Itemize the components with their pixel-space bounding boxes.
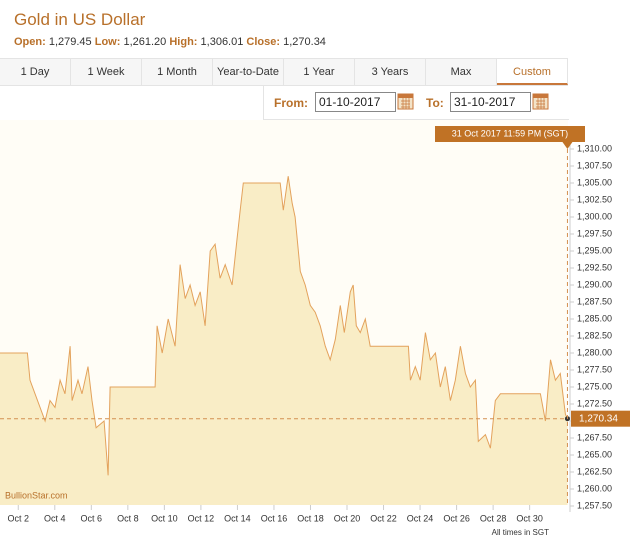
y-tick-label: 1,257.50 — [577, 500, 612, 510]
to-label: To: — [426, 96, 444, 110]
tab[interactable]: Max — [426, 59, 497, 85]
stat-value: 1,261.20 — [123, 36, 167, 48]
y-tick-label: 1,262.50 — [577, 466, 612, 476]
x-tick-label: Oct 20 — [334, 513, 361, 523]
y-tick-label: 1,265.00 — [577, 449, 612, 459]
y-tick-label: 1,310.00 — [577, 143, 612, 153]
y-tick-label: 1,277.50 — [577, 364, 612, 374]
stats: Open: 1,279.45 Low: 1,261.20 High: 1,306… — [14, 36, 326, 48]
y-tick-label: 1,267.50 — [577, 432, 612, 442]
stat-value: 1,306.01 — [200, 36, 244, 48]
x-tick-label: Oct 16 — [261, 513, 288, 523]
crosshair-label: 31 Oct 2017 11:59 PM (SGT) — [452, 128, 568, 138]
y-tick-label: 1,290.00 — [577, 279, 612, 289]
tab[interactable]: Year-to-Date — [213, 59, 284, 85]
y-tick-label: 1,302.50 — [577, 194, 612, 204]
x-tick-label: Oct 2 — [8, 513, 30, 523]
stat-value: 1,270.34 — [283, 36, 326, 48]
x-tick-label: Oct 24 — [407, 513, 434, 523]
x-tick-label: Oct 10 — [151, 513, 178, 523]
y-tick-label: 1,307.50 — [577, 160, 612, 170]
y-tick-label: 1,260.00 — [577, 483, 612, 493]
close-box — [571, 410, 630, 427]
x-tick-label: Oct 4 — [44, 513, 66, 523]
stat-label: Low: — [94, 36, 121, 48]
from-label: From: — [274, 96, 308, 110]
x-tick-label: Oct 28 — [480, 513, 507, 523]
tabs: 1 Day 1 Week 1 Month Year-to-Date 1 Year 3 Ye… — [0, 58, 568, 86]
stat-label: High: — [169, 36, 198, 48]
y-tick-label: 1,292.50 — [577, 262, 612, 272]
to-input[interactable]: 31-10-2017 — [450, 92, 531, 112]
y-tick-label: 1,275.00 — [577, 381, 612, 391]
x-tick-label: Oct 22 — [370, 513, 397, 523]
x-tick-label: Oct 12 — [188, 513, 215, 523]
y-tick-label: 1,305.00 — [577, 177, 612, 187]
y-tick-label: 1,272.50 — [577, 398, 612, 408]
stat-value: 1,279.45 — [48, 36, 92, 48]
y-tick-label: 1,300.00 — [577, 211, 612, 221]
crosshair-pointer — [562, 142, 573, 149]
from-input[interactable]: 01-10-2017 — [315, 92, 396, 112]
y-tick-label: 1,282.50 — [577, 330, 612, 340]
tab[interactable]: 1 Year — [284, 59, 355, 85]
tab[interactable]: 1 Month — [142, 59, 213, 85]
x-tick-label: Oct 26 — [443, 513, 470, 523]
y-tick-label: 1,285.00 — [577, 313, 612, 323]
range-picker: From: 01-10-2017 To: 31-10-2017 — [263, 86, 569, 120]
x-tick-label: Oct 18 — [297, 513, 324, 523]
close-label: 1,270.34 — [579, 413, 618, 424]
x-tick-label: Oct 30 — [516, 513, 543, 523]
y-tick-label: 1,297.50 — [577, 228, 612, 238]
watermark: BullionStar.com — [5, 490, 68, 500]
y-tick-label: 1,287.50 — [577, 296, 612, 306]
x-tick-label: Oct 14 — [224, 513, 251, 523]
stat-label: Close: — [246, 36, 281, 48]
calendar-icon[interactable] — [532, 92, 549, 110]
tab[interactable]: Custom — [497, 59, 568, 85]
y-tick-label: 1,280.00 — [577, 347, 612, 357]
y-tick-label: 1,295.00 — [577, 245, 612, 255]
crosshair-box — [435, 126, 585, 142]
tab[interactable]: 1 Week — [71, 59, 142, 85]
tab[interactable]: 3 Years — [355, 59, 426, 85]
x-tick-label: Oct 8 — [117, 513, 139, 523]
area — [0, 176, 568, 505]
title: Gold in US Dollar — [14, 10, 146, 29]
line — [0, 176, 568, 476]
stat-label: Open: — [14, 36, 46, 48]
footnote: All times in SGT — [492, 528, 549, 537]
tab[interactable]: 1 Day — [0, 59, 71, 85]
x-tick-label: Oct 6 — [81, 513, 103, 523]
calendar-icon[interactable] — [397, 92, 414, 110]
